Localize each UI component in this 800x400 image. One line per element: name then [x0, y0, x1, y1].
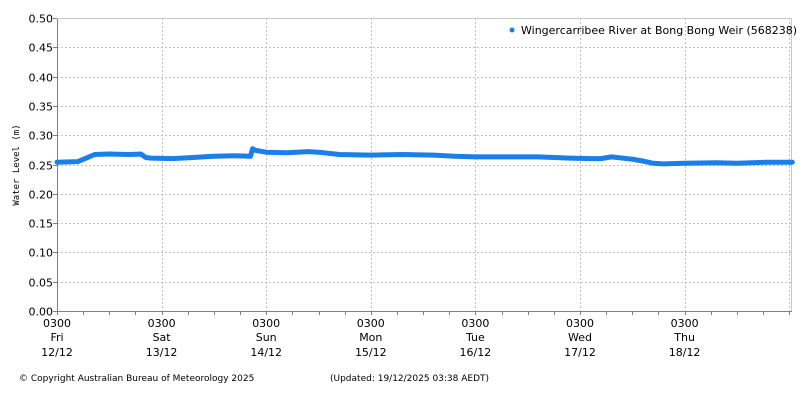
x-tick-date: 14/12	[250, 346, 282, 359]
x-tick-day: Fri	[50, 331, 63, 344]
legend: Wingercarribee River at Bong Bong Weir (…	[509, 24, 797, 37]
x-tick-time: 0300	[252, 317, 280, 330]
x-tick-day: Sat	[153, 331, 172, 344]
x-tick-time: 0300	[461, 317, 489, 330]
x-tick-date: 13/12	[146, 346, 178, 359]
x-tick-day: Mon	[359, 331, 382, 344]
y-tick-label: 0.35	[29, 101, 54, 114]
x-tick-day: Tue	[465, 331, 485, 344]
x-tick-time: 0300	[671, 317, 699, 330]
x-tick-time: 0300	[148, 317, 176, 330]
x-tick-date: 16/12	[460, 346, 492, 359]
x-tick-date: 12/12	[41, 346, 73, 359]
legend-label: Wingercarribee River at Bong Bong Weir (…	[521, 24, 797, 37]
x-tick-day: Wed	[568, 331, 592, 344]
x-tick-time: 0300	[43, 317, 71, 330]
y-tick-label: 0.45	[29, 42, 54, 55]
y-tick-label: 0.20	[29, 189, 54, 202]
y-tick-label: 0.15	[29, 218, 54, 231]
x-tick-day: Sun	[256, 331, 277, 344]
water-level-series	[54, 146, 795, 167]
y-tick-label: 0.25	[29, 160, 54, 173]
updated-timestamp: (Updated: 19/12/2025 03:38 AEDT)	[330, 374, 490, 384]
x-tick-day: Thu	[673, 331, 695, 344]
y-tick-label: 0.00	[29, 306, 54, 319]
x-tick-date: 17/12	[564, 346, 596, 359]
y-tick-label: 0.10	[29, 247, 54, 260]
y-tick-label: 0.05	[29, 277, 54, 290]
copyright-text: © Copyright Australian Bureau of Meteoro…	[19, 374, 255, 384]
x-tick-date: 18/12	[669, 346, 701, 359]
y-axis-label: Water Level (m)	[12, 124, 22, 205]
y-tick-label: 0.50	[29, 13, 54, 26]
x-tick-time: 0300	[566, 317, 594, 330]
legend-marker-icon	[509, 27, 515, 33]
y-tick-label: 0.30	[29, 130, 54, 143]
y-tick-label: 0.40	[29, 72, 54, 85]
x-tick-date: 15/12	[355, 346, 387, 359]
x-tick-time: 0300	[357, 317, 385, 330]
